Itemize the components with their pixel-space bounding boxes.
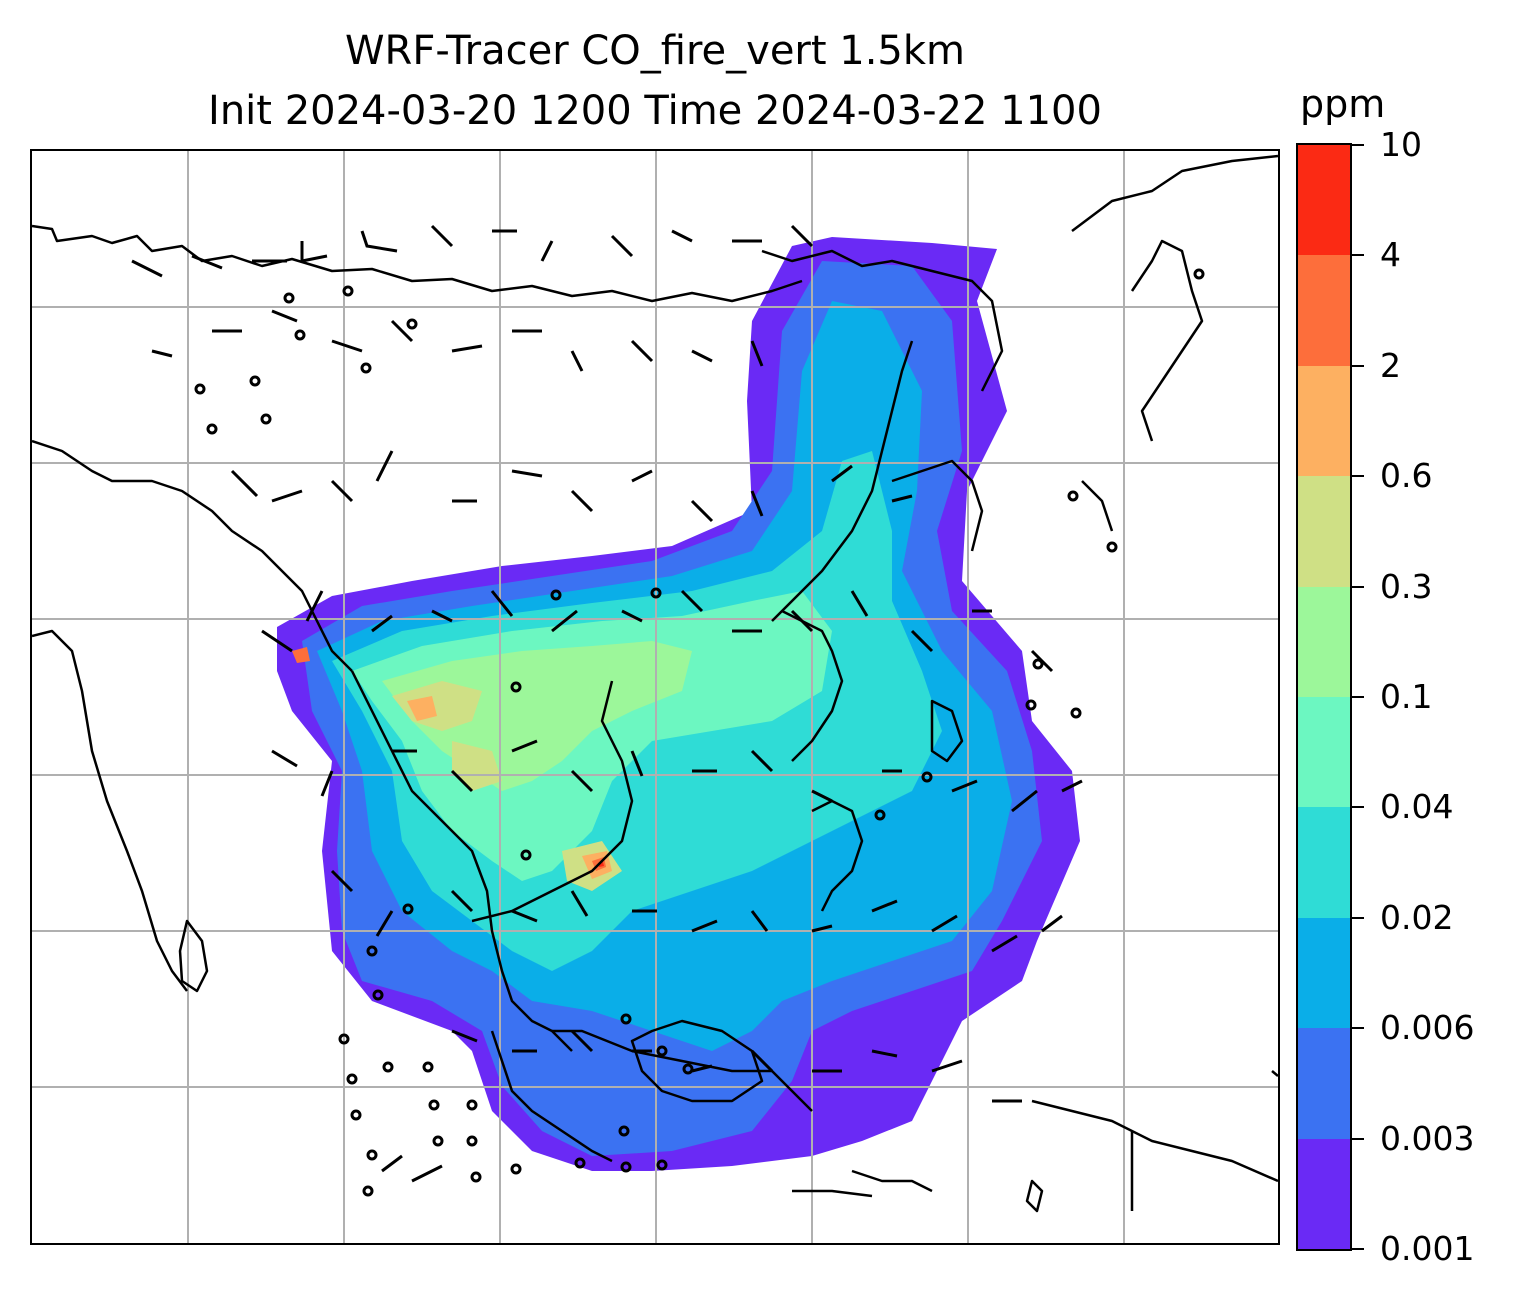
colorbar-tick-label: 0.3 [1380,566,1433,606]
colorbar-segment [1298,144,1350,256]
colorbar-tick [1352,1137,1364,1140]
colorbar-segment [1298,365,1350,477]
colorbar-tick-label: 0.6 [1380,456,1433,496]
colorbar-tick [1352,916,1364,919]
colorbar-segment [1298,1138,1350,1249]
colorbar [1296,143,1352,1251]
map-title-line-2: Init 2024-03-20 1200 Time 2024-03-22 110… [208,88,1102,134]
colorbar-tick-label: 0.1 [1380,677,1433,716]
colorbar-segment [1298,917,1350,1029]
colorbar-tick [1352,144,1364,146]
calm-wind-circles [194,268,1205,1197]
map-panel[interactable] [30,149,1280,1245]
colorbar-tick [1352,806,1364,809]
colorbar-tick [1352,585,1364,588]
colorbar-tick-label: 0.006 [1380,1008,1475,1048]
colorbar-tick [1352,1027,1364,1030]
lat-lon-gridlines [32,151,1278,1243]
co-level-0.6 [407,696,612,879]
colorbar-tick-label: 0.02 [1380,897,1454,937]
colorbar-segment [1298,1028,1350,1139]
colorbar-tick [1352,475,1364,478]
co-concentration-field [277,237,1080,1171]
colorbar-tick-label: 2 [1380,345,1401,385]
colorbar-tick-label: 10 [1380,125,1422,164]
colorbar-segment [1298,476,1350,587]
colorbar-segment [1298,696,1350,808]
colorbar-unit-label: ppm [1300,82,1386,126]
map-title-line-1: WRF-Tracer CO_fire_vert 1.5km [344,28,966,74]
colorbar-tick [1352,1248,1364,1250]
colorbar-tick-label: 0.04 [1380,787,1454,827]
colorbar-tick-label: 0.001 [1380,1229,1475,1268]
colorbar-tick [1352,696,1364,698]
colorbar-segment [1298,255,1350,366]
colorbar-tick-label: 0.003 [1380,1118,1475,1158]
wind-barbs [131,224,1083,1183]
colorbar-tick-label: 4 [1380,235,1401,275]
colorbar-tick [1352,364,1364,367]
colorbar-tick [1352,254,1364,257]
map-canvas [32,151,1278,1243]
colorbar-segment [1298,807,1350,918]
colorbar-segment [1298,586,1350,697]
